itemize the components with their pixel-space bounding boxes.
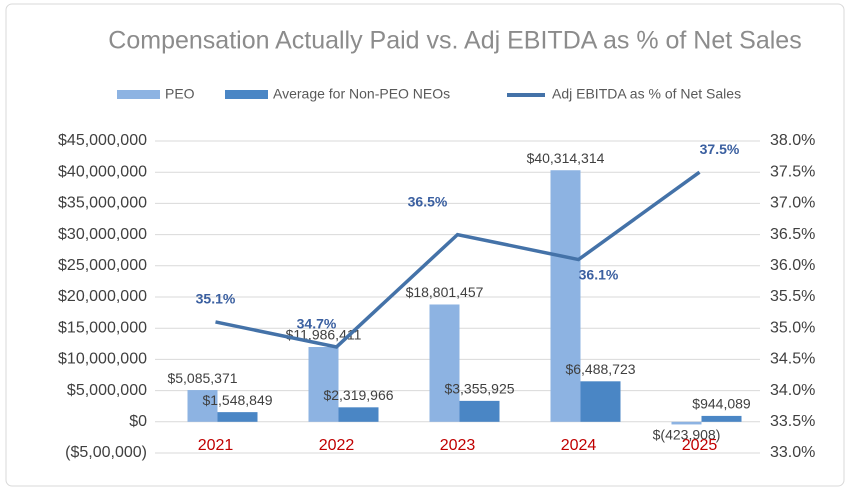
y-tick-label: $10,000,000 xyxy=(58,351,147,368)
data-label: $5,085,371 xyxy=(167,370,237,386)
bar xyxy=(550,170,581,422)
data-label: $18,801,457 xyxy=(406,284,484,300)
bar xyxy=(671,421,702,425)
bar xyxy=(187,390,218,422)
x-tick-label: 2024 xyxy=(561,437,597,454)
line-label: 35.1% xyxy=(196,291,236,307)
chart-title: Compensation Actually Paid vs. Adj EBITD… xyxy=(108,27,801,55)
legend-label: PEO xyxy=(165,86,195,102)
bar xyxy=(701,415,742,422)
bar xyxy=(580,381,621,422)
line-label: 34.7% xyxy=(297,316,337,332)
data-label: $40,314,314 xyxy=(527,150,605,166)
x-tick-label: 2023 xyxy=(440,437,476,454)
data-label: $944,089 xyxy=(692,396,751,412)
y2-tick-label: 36.5% xyxy=(770,226,815,243)
data-label: $1,548,849 xyxy=(202,392,272,408)
bar xyxy=(217,412,258,422)
y-tick-label: $45,000,000 xyxy=(58,132,147,149)
data-label: $6,488,723 xyxy=(565,361,635,377)
x-tick-label: 2025 xyxy=(682,437,718,454)
y-tick-label: $35,000,000 xyxy=(58,195,147,212)
y2-tick-label: 34.0% xyxy=(770,382,815,399)
y-tick-label: $40,000,000 xyxy=(58,163,147,180)
y2-tick-label: 37.5% xyxy=(770,163,815,180)
y2-tick-label: 33.0% xyxy=(770,444,815,461)
data-label: $2,319,966 xyxy=(323,387,393,403)
bar xyxy=(338,407,379,422)
line-label: 36.1% xyxy=(579,266,619,282)
x-tick-label: 2022 xyxy=(319,437,355,454)
y-tick-label: $20,000,000 xyxy=(58,288,147,305)
y-tick-label: $15,000,000 xyxy=(58,319,147,336)
y-tick-label: $0 xyxy=(129,413,147,430)
line-label: 36.5% xyxy=(408,193,448,209)
frame xyxy=(5,3,845,487)
line xyxy=(215,170,701,349)
legend-label: Average for Non-PEO NEOs xyxy=(273,86,450,102)
y2-tick-label: 34.5% xyxy=(770,351,815,368)
legend-label: Adj EBITDA as % of Net Sales xyxy=(552,86,741,102)
y2-tick-label: 33.5% xyxy=(770,413,815,430)
y2-tick-label: 35.0% xyxy=(770,319,815,336)
y-tick-label: ($5,00,000) xyxy=(65,444,147,461)
bar xyxy=(429,304,460,422)
y-tick-label: $5,000,000 xyxy=(67,382,147,399)
bar xyxy=(308,347,339,422)
bar xyxy=(459,400,500,422)
legend-swatch xyxy=(117,90,160,99)
y2-tick-label: 36.0% xyxy=(770,257,815,274)
y2-tick-label: 37.0% xyxy=(770,195,815,212)
data-label: $3,355,925 xyxy=(444,381,514,397)
y-tick-label: $25,000,000 xyxy=(58,257,147,274)
y2-tick-label: 35.5% xyxy=(770,288,815,305)
x-tick-label: 2021 xyxy=(198,437,234,454)
line-label: 37.5% xyxy=(700,141,740,157)
y2-tick-label: 38.0% xyxy=(770,132,815,149)
y-tick-label: $30,000,000 xyxy=(58,226,147,243)
data-label: $(423,908) xyxy=(653,427,721,443)
legend-swatch xyxy=(225,90,268,99)
